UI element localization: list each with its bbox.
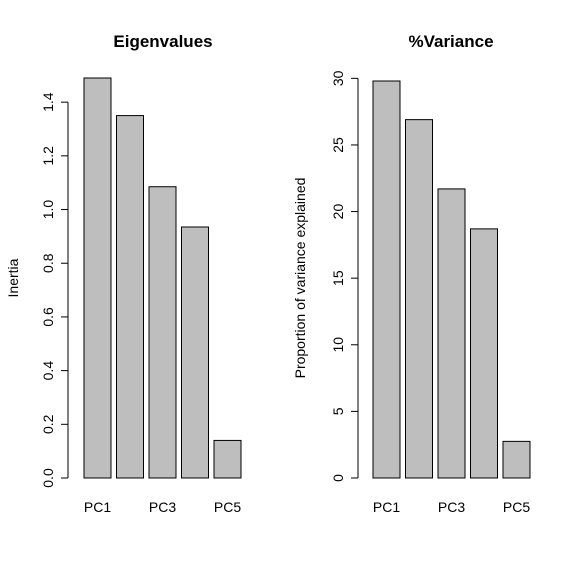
- y-tick-label: 20: [330, 204, 346, 220]
- eigenvalues-panel: Eigenvalues Inertia 0.0 0.2 0.4 0.6 0.8 1.0 1.…: [5, 32, 242, 515]
- y-axis-label: Proportion of variance explained: [292, 178, 308, 379]
- bars: [83, 77, 242, 479]
- y-tick-label: 15: [330, 270, 346, 286]
- y-tick-label: 0: [330, 474, 346, 482]
- x-tick-label: PC5: [214, 499, 241, 515]
- y-tick-label: 1.2: [40, 146, 56, 166]
- y-tick-label: 0.8: [40, 253, 56, 273]
- bar-pc4: [470, 228, 498, 479]
- y-tick-label: 0.6: [40, 307, 56, 327]
- y-tick-label: 1.0: [40, 200, 56, 220]
- x-tick-label: PC1: [84, 499, 111, 515]
- bar-pc1: [83, 77, 112, 479]
- bar-pc2: [405, 119, 433, 479]
- y-tick-label: 25: [330, 137, 346, 153]
- y-tick-label: 0.2: [40, 414, 56, 434]
- variance-panel: %Variance Proportion of variance explain…: [292, 32, 531, 515]
- bars: [372, 80, 531, 479]
- bar-pc2: [116, 115, 144, 479]
- y-axis-label: Inertia: [5, 258, 21, 297]
- y-tick-label: 0.4: [40, 361, 56, 381]
- bar-pc1: [372, 80, 401, 479]
- y-axis: 0.0 0.2 0.4 0.6 0.8 1.0 1.2 1.4: [40, 92, 69, 488]
- x-tick-label: PC3: [438, 499, 465, 515]
- y-tick-label: 1.4: [40, 92, 56, 112]
- bar-pc5: [502, 440, 531, 479]
- y-tick-label: 5: [330, 407, 346, 415]
- chart-title: Eigenvalues: [113, 32, 212, 51]
- x-axis-labels: PC1 PC3 PC5: [373, 499, 530, 515]
- bar-pc5: [213, 439, 242, 479]
- y-tick-label: 30: [330, 70, 346, 86]
- y-tick-label: 0.0: [40, 468, 56, 488]
- x-tick-label: PC1: [373, 499, 400, 515]
- bar-pc3: [437, 188, 466, 479]
- y-axis: 0 5 10 15 20 25 30: [330, 70, 359, 482]
- bar-pc4: [181, 226, 209, 479]
- bar-pc3: [148, 186, 177, 479]
- chart-title: %Variance: [408, 32, 493, 51]
- y-tick-label: 10: [330, 337, 346, 353]
- x-tick-label: PC3: [149, 499, 176, 515]
- x-axis-labels: PC1 PC3 PC5: [84, 499, 241, 515]
- x-tick-label: PC5: [503, 499, 530, 515]
